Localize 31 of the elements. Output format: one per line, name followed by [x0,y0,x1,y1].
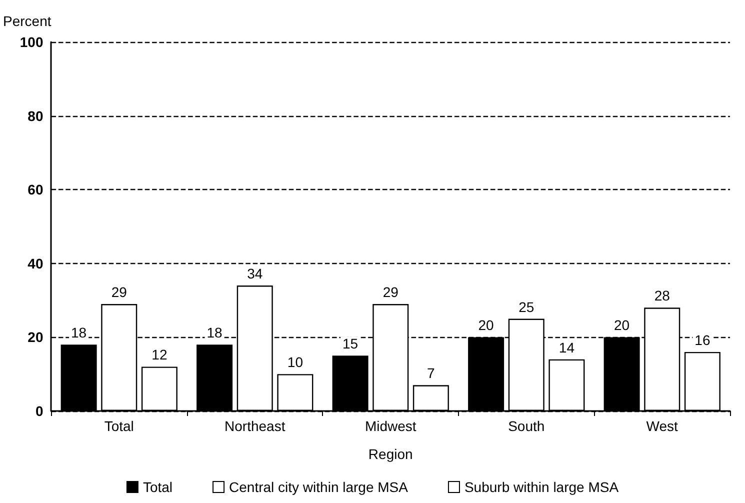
y-axis-title: Percent [3,13,52,29]
y-tick-label: 0 [35,403,44,419]
x-tick-label: Northeast [224,418,286,434]
data-label: 29 [382,284,399,300]
legend-label: Suburb within large MSA [464,479,620,495]
data-label: 20 [478,317,494,334]
data-label: 7 [427,365,436,382]
data-label: 14 [558,339,575,356]
y-tick-label: 100 [20,34,44,50]
x-tick-label: South [508,418,545,434]
data-label: 25 [518,298,534,315]
data-label: 15 [342,336,358,352]
y-tick-label: 80 [28,108,44,124]
x-tick-label: Midwest [364,418,416,434]
y-tick-label: 40 [28,255,44,272]
data-label: 18 [206,324,223,341]
legend-label: Central city within large MSA [229,479,409,495]
data-label: 29 [111,284,128,300]
x-axis-title: Region [368,446,413,462]
data-label: 10 [287,354,304,370]
legend-label: Total [142,479,173,495]
data-label: 18 [71,324,87,341]
data-label: 34 [247,266,263,282]
x-tick-label: Total [104,418,134,434]
x-tick-label: West [646,418,678,434]
data-label: 28 [654,288,670,304]
data-label: 12 [152,346,168,363]
y-tick-label: 60 [28,182,44,198]
data-label: 20 [614,317,630,334]
data-label: 16 [694,332,710,348]
y-tick-label: 20 [28,329,44,346]
